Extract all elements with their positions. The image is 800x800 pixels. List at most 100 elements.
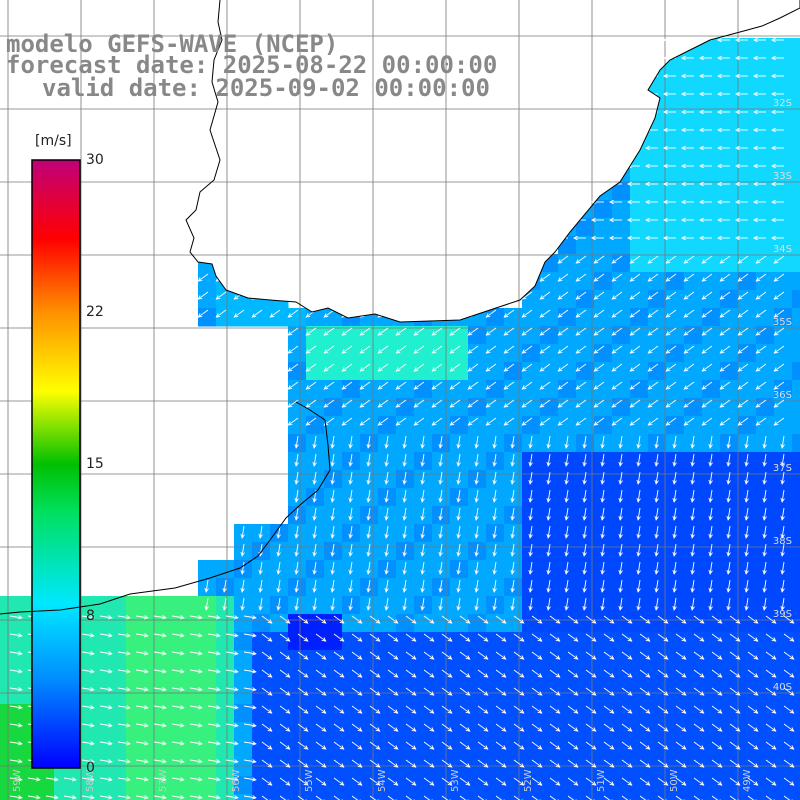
wind-arrow bbox=[341, 399, 353, 408]
wind-cell bbox=[126, 704, 145, 723]
wind-cell bbox=[612, 614, 631, 633]
wind-cell bbox=[594, 722, 613, 741]
wind-arrow bbox=[287, 345, 299, 354]
wind-arrow bbox=[683, 381, 695, 390]
wind-arrow bbox=[369, 615, 381, 624]
longitude-labels: 59W 58W 57W 56W 55W 54W 53W 52W 51W 50W 49W bbox=[12, 769, 753, 792]
wind-cell bbox=[594, 272, 613, 291]
wind-cell bbox=[792, 434, 800, 453]
wind-arrow bbox=[294, 453, 299, 467]
wind-cell bbox=[414, 632, 433, 651]
wind-arrow bbox=[729, 705, 741, 714]
wind-arrow bbox=[549, 759, 561, 768]
wind-arrow bbox=[585, 651, 597, 660]
wind-arrow bbox=[189, 777, 203, 782]
wind-arrow bbox=[744, 489, 749, 503]
wind-arrow bbox=[629, 291, 641, 300]
wind-cell bbox=[756, 776, 775, 795]
wind-cell bbox=[792, 56, 800, 75]
wind-cell bbox=[738, 650, 757, 669]
wind-arrow bbox=[366, 579, 371, 593]
wind-arrow bbox=[555, 199, 568, 205]
wind-arrow bbox=[701, 417, 713, 426]
wind-cell bbox=[414, 758, 433, 777]
wind-arrow bbox=[618, 453, 623, 467]
wind-arrow bbox=[477, 615, 489, 624]
wind-arrow bbox=[402, 489, 407, 503]
wind-arrow bbox=[449, 399, 461, 408]
wind-arrow bbox=[771, 199, 784, 205]
wind-cell bbox=[774, 146, 793, 165]
wind-cell bbox=[702, 92, 721, 111]
wind-cell bbox=[216, 290, 235, 309]
wind-arrow bbox=[477, 741, 489, 750]
wind-arrow bbox=[315, 777, 327, 786]
wind-arrow bbox=[708, 597, 713, 611]
wind-arrow bbox=[521, 399, 533, 408]
wind-arrow bbox=[359, 399, 371, 408]
wind-arrow bbox=[287, 327, 299, 336]
wind-arrow bbox=[207, 669, 221, 674]
wind-cell bbox=[630, 722, 649, 741]
wind-arrow bbox=[744, 507, 749, 521]
wind-arrow bbox=[663, 73, 676, 79]
wind-arrow bbox=[377, 417, 389, 426]
wind-cell bbox=[558, 344, 577, 363]
wind-arrow bbox=[531, 651, 543, 660]
wind-cell bbox=[450, 794, 469, 800]
wind-cell bbox=[396, 740, 415, 759]
wind-cell bbox=[684, 146, 703, 165]
wind-arrow bbox=[438, 471, 443, 485]
wind-arrow bbox=[279, 741, 291, 750]
wind-cell bbox=[558, 416, 577, 435]
wind-cell bbox=[684, 290, 703, 309]
wind-arrow bbox=[708, 525, 713, 539]
wind-arrow bbox=[639, 687, 651, 696]
wind-arrow bbox=[735, 91, 748, 97]
wind-cell bbox=[558, 290, 577, 309]
wind-arrow bbox=[197, 273, 209, 282]
wind-cell bbox=[756, 722, 775, 741]
wind-arrow bbox=[63, 795, 77, 800]
wind-arrow bbox=[575, 291, 587, 300]
wind-cell bbox=[306, 614, 325, 633]
wind-arrow bbox=[333, 741, 345, 750]
wind-cell bbox=[756, 416, 775, 435]
wind-arrow bbox=[765, 687, 777, 696]
wind-cell bbox=[720, 794, 739, 800]
wind-cell bbox=[306, 794, 325, 800]
wind-arrow bbox=[312, 525, 317, 539]
wind-arrow bbox=[402, 507, 407, 521]
wind-arrow bbox=[575, 399, 587, 408]
wind-cell bbox=[630, 254, 649, 273]
wind-arrow bbox=[240, 561, 245, 575]
wind-arrow bbox=[783, 705, 795, 714]
wind-arrow bbox=[456, 597, 461, 611]
wind-cell bbox=[756, 218, 775, 237]
wind-arrow bbox=[240, 579, 245, 593]
wind-cell bbox=[180, 632, 199, 651]
wind-arrow bbox=[771, 55, 784, 61]
wind-cell bbox=[396, 344, 415, 363]
wind-arrow bbox=[261, 723, 273, 732]
wind-arrow bbox=[420, 453, 425, 467]
wind-arrow bbox=[531, 705, 543, 714]
wind-cell bbox=[792, 488, 800, 507]
wind-cell bbox=[288, 740, 307, 759]
wind-arrow bbox=[449, 417, 461, 426]
wind-arrow bbox=[492, 507, 497, 521]
wind-cell bbox=[270, 758, 289, 777]
wind-cell bbox=[504, 416, 523, 435]
wind-cell bbox=[504, 398, 523, 417]
wind-cell bbox=[198, 686, 217, 705]
wind-cell bbox=[666, 668, 685, 687]
wind-arrow bbox=[315, 687, 327, 696]
wind-arrow bbox=[675, 615, 687, 624]
wind-arrow bbox=[366, 507, 371, 521]
wind-arrow bbox=[279, 777, 291, 786]
wind-arrow bbox=[557, 363, 569, 372]
wind-cell bbox=[612, 326, 631, 345]
wind-arrow bbox=[297, 669, 309, 678]
wind-arrow bbox=[348, 489, 353, 503]
